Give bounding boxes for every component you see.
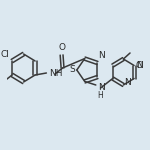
Text: N: N xyxy=(98,84,104,93)
Text: NH: NH xyxy=(49,69,63,78)
Text: N: N xyxy=(136,61,143,70)
Text: Cl: Cl xyxy=(136,61,144,70)
Text: H: H xyxy=(98,90,104,99)
Text: N: N xyxy=(98,51,105,60)
Text: O: O xyxy=(58,43,65,52)
Text: Cl: Cl xyxy=(0,50,9,59)
Text: N: N xyxy=(124,78,131,87)
Text: S: S xyxy=(69,66,75,75)
